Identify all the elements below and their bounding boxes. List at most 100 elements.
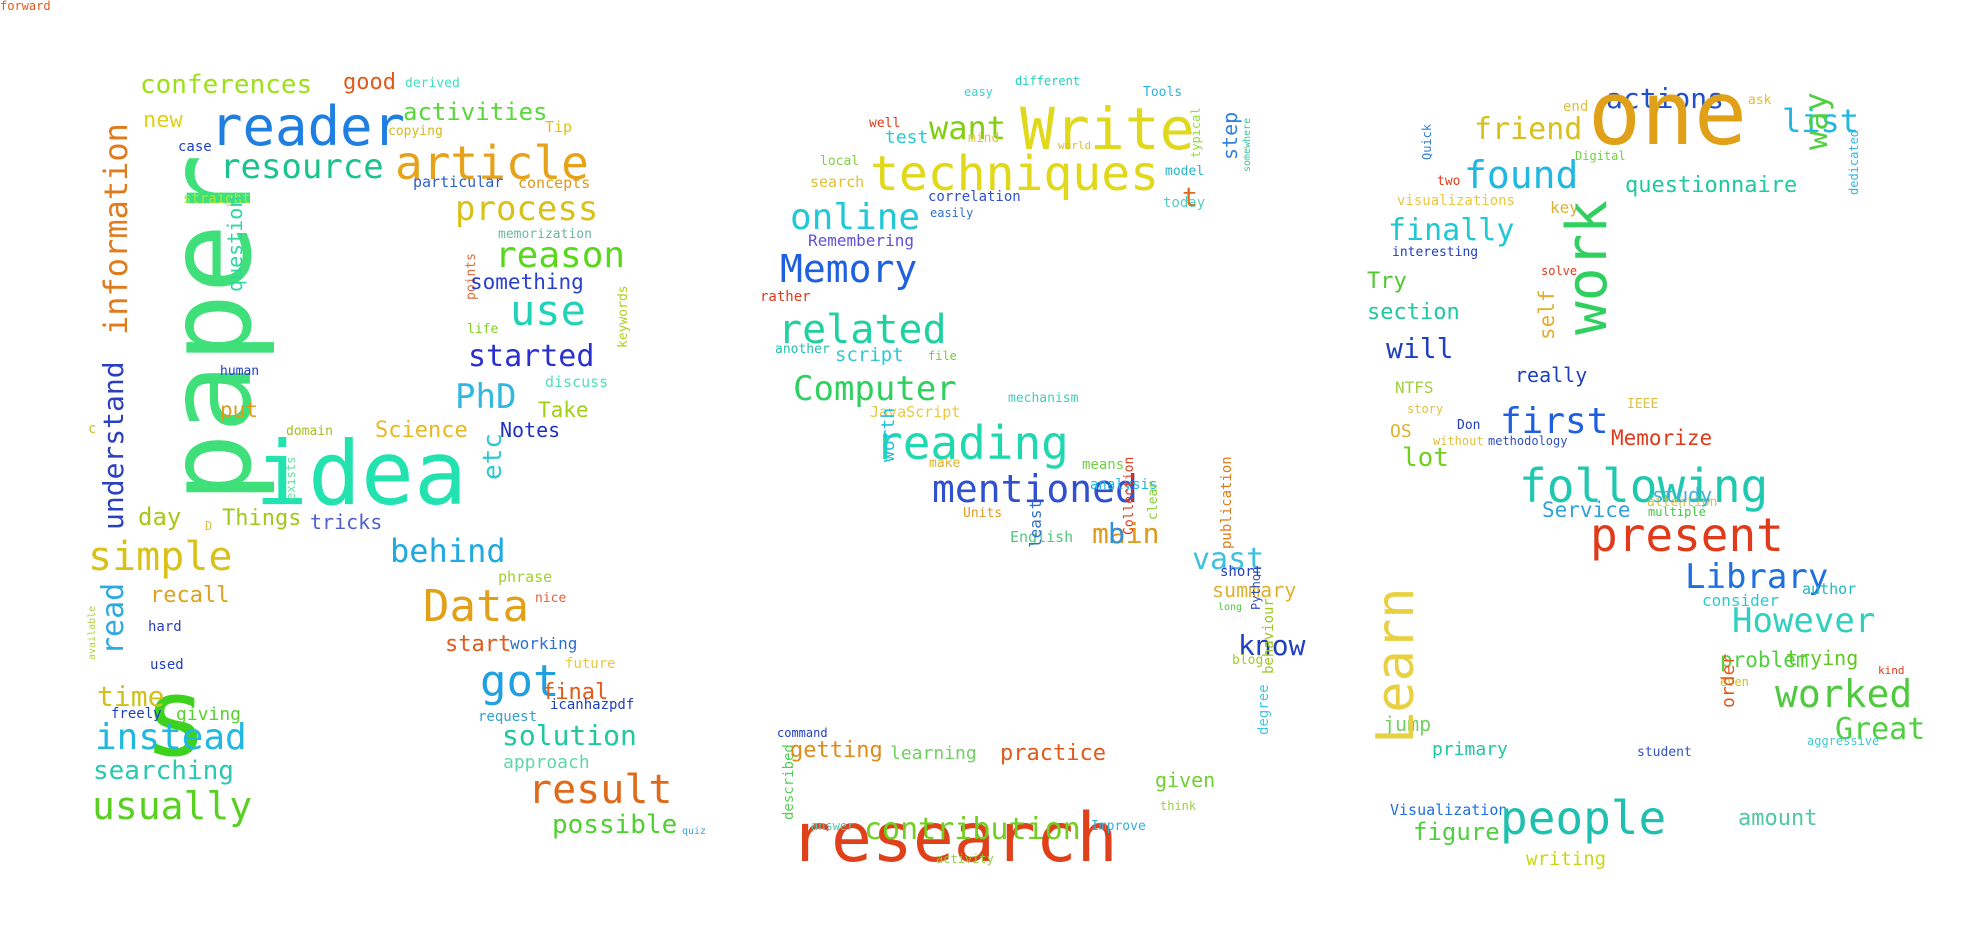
word-quiz: quiz	[682, 826, 707, 837]
word-copying: copying	[388, 124, 443, 139]
word-time: time	[97, 680, 165, 713]
word-quick: Quick	[1420, 123, 1434, 160]
word-student: student	[1637, 745, 1692, 760]
word-key: key	[1550, 198, 1579, 217]
word-means: means	[1082, 457, 1125, 473]
word-case: case	[178, 139, 212, 155]
word-c: c	[88, 421, 97, 437]
word-straight: straight	[183, 191, 251, 207]
word-solve: solve	[1541, 264, 1578, 278]
word-worth: worth	[878, 407, 899, 462]
word-getting: getting	[790, 738, 883, 763]
word-life: life	[467, 322, 499, 337]
word-new: new	[143, 108, 183, 133]
word-test: test	[885, 127, 929, 148]
word-degree: degree	[1256, 684, 1272, 735]
word-easily: easily	[930, 206, 974, 220]
word-reader: reader	[210, 95, 406, 158]
word-actions: actions	[1606, 82, 1725, 115]
word-worked: worked	[1775, 672, 1913, 716]
word-discuss: discuss	[545, 373, 609, 391]
word-result: result	[528, 767, 673, 813]
word-list: list	[1782, 102, 1860, 140]
word-collection: Collection	[1122, 456, 1137, 535]
word-solution: solution	[502, 719, 637, 752]
word-interesting: interesting	[1392, 245, 1479, 260]
word-mentioned: mentioned	[932, 467, 1138, 511]
word-clear: clear	[1146, 480, 1161, 520]
word-today: today	[1163, 195, 1206, 211]
word-blog: blog	[1232, 653, 1264, 668]
word-visualization: Visualization	[1390, 801, 1508, 819]
word-ieee: IEEE	[1627, 397, 1659, 412]
word-start: start	[445, 632, 512, 657]
word-present: present	[1590, 508, 1784, 562]
word-two: two	[1437, 174, 1461, 189]
word-multiple: multiple	[1648, 505, 1706, 519]
word-found: found	[1464, 153, 1579, 197]
word-questionnaire: questionnaire	[1625, 173, 1798, 198]
word-don: Don	[1457, 418, 1481, 433]
word-dedicated: dedicated	[1847, 129, 1861, 195]
word-os: OS	[1390, 421, 1412, 442]
word-particular: particular	[413, 173, 504, 191]
word-request: request	[478, 709, 538, 725]
word-without: without	[1433, 434, 1484, 448]
word-easy: easy	[964, 85, 993, 99]
word-read: read	[96, 582, 131, 655]
word-reason: reason	[495, 235, 626, 276]
word-ntfs: NTFS	[1395, 378, 1434, 397]
word-finally: finally	[1388, 213, 1515, 248]
word-put: put	[220, 398, 258, 422]
word-analysis: analysis	[1090, 477, 1158, 493]
word-order: order	[1718, 653, 1739, 708]
word-derived: derived	[405, 76, 460, 91]
word-first: first	[1500, 401, 1609, 442]
word-future: future	[565, 656, 616, 672]
word-service: Service	[1542, 498, 1631, 522]
word-story: story	[1407, 402, 1444, 416]
word-end: end	[1563, 99, 1589, 115]
word-primary: primary	[1432, 739, 1508, 760]
word-vast: vast	[1192, 542, 1265, 577]
word-learn: Learn	[1366, 587, 1426, 744]
word-day: day	[138, 503, 182, 531]
word-activity: activity	[936, 852, 994, 866]
word-problem: problem	[1720, 648, 1809, 672]
word-will: will	[1386, 332, 1454, 365]
word-article: article	[395, 136, 589, 190]
word-research: research	[790, 799, 1118, 878]
word-t: t	[1182, 183, 1198, 213]
word-working: working	[510, 634, 578, 653]
word-freely: freely	[111, 706, 162, 722]
word-one: one	[1588, 62, 1747, 165]
word-process: process	[455, 189, 599, 229]
word-resource: resource	[220, 147, 384, 187]
word-step: step	[1218, 111, 1242, 160]
word-information: information	[97, 123, 135, 335]
word-learning: learning	[890, 743, 977, 764]
word-d: D	[205, 519, 213, 533]
word-icanhazpdf: icanhazpdf	[550, 697, 635, 713]
word-figure: figure	[1413, 818, 1500, 846]
word-kind: kind	[1878, 664, 1905, 677]
word-approach: approach	[503, 752, 590, 773]
word-write: Write	[1020, 95, 1195, 163]
word-way: way	[1797, 92, 1835, 150]
word-least: least	[1026, 499, 1045, 548]
word-command: command	[777, 726, 828, 740]
word-really: really	[1515, 363, 1588, 387]
word-forward: forward	[0, 0, 51, 13]
word-science: Science	[375, 418, 468, 443]
word-author: author	[1802, 580, 1857, 598]
word-units: Units	[963, 506, 1003, 521]
word-well: well	[869, 116, 901, 131]
word-amount: amount	[1738, 806, 1818, 831]
word-phrase: phrase	[498, 568, 553, 586]
word-notes: Notes	[500, 418, 561, 442]
word-searching: searching	[93, 756, 234, 786]
word-mind: mind	[968, 131, 1000, 146]
word-jump: jump	[1383, 712, 1432, 736]
word-used: used	[150, 657, 184, 673]
